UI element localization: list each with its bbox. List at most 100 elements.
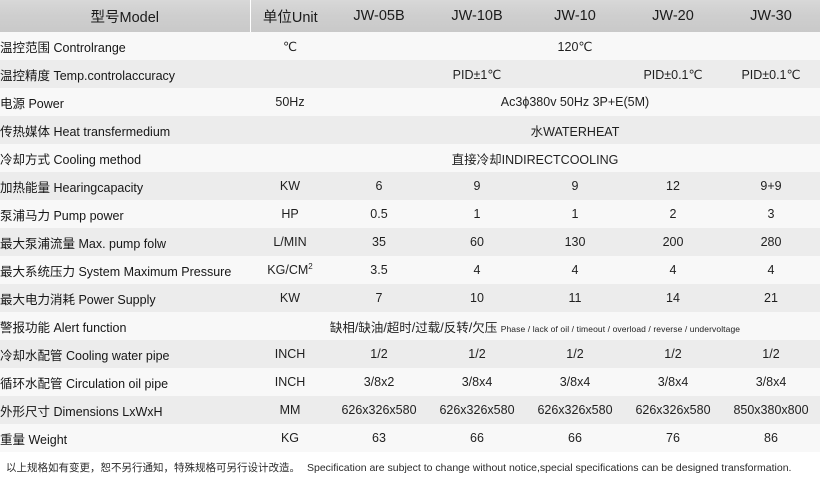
row-value: 86 xyxy=(722,424,820,452)
table-row: 温控范围 Controlrange ℃ 120℃ xyxy=(0,32,820,60)
header-model-jw05b: JW-05B xyxy=(330,0,428,32)
row-group-value: PID±1℃ xyxy=(330,60,624,88)
table-row: 温控精度 Temp.controlaccuracy PID±1℃ PID±0.1℃ P… xyxy=(0,60,820,88)
row-unit: KG xyxy=(250,424,330,452)
row-value: 626x326x580 xyxy=(330,396,428,424)
table-row: 外形尺寸 Dimensions LxWxH MM 626x326x580 626x32… xyxy=(0,396,820,424)
row-value: 1 xyxy=(428,200,526,228)
row-value: 10 xyxy=(428,284,526,312)
alert-text-cn: 缺相/缺油/超时/过载/反转/欠压 xyxy=(329,320,498,335)
row-label: 最大电力消耗 Power Supply xyxy=(0,284,250,312)
header-model-jw30: JW-30 xyxy=(722,0,820,32)
row-label: 泵浦马力 Pump power xyxy=(0,200,250,228)
row-label: 加热能量 Hearingcapacity xyxy=(0,172,250,200)
header-model: 型号Model xyxy=(0,0,251,32)
row-merged-value: 120℃ xyxy=(330,32,820,60)
table-header: 型号Model 单位Unit JW-05B JW-10B JW-10 JW-20… xyxy=(0,0,820,32)
row-label: 温控精度 Temp.controlaccuracy xyxy=(0,60,250,88)
table-row: 最大电力消耗 Power Supply KW 7 10 11 14 21 xyxy=(0,284,820,312)
row-label: 最大系统压力 System Maximum Pressure xyxy=(0,256,250,284)
header-model-jw10b: JW-10B xyxy=(428,0,526,32)
table-row: 警报功能 Alert function 缺相/缺油/超时/过载/反转/欠压 Pha… xyxy=(0,312,820,340)
row-value: 626x326x580 xyxy=(624,396,722,424)
table-body: 温控范围 Controlrange ℃ 120℃ 温控精度 Temp.controla… xyxy=(0,32,820,452)
specification-table: 型号Model 单位Unit JW-05B JW-10B JW-10 JW-20… xyxy=(0,0,820,452)
table-row: 重量 Weight KG 63 66 66 76 86 xyxy=(0,424,820,452)
row-value: 11 xyxy=(526,284,624,312)
row-value: 66 xyxy=(526,424,624,452)
footer-note-en: Specification are subject to change with… xyxy=(307,462,792,474)
row-value: 4 xyxy=(526,256,624,284)
table-row: 泵浦马力 Pump power HP 0.5 1 1 2 3 xyxy=(0,200,820,228)
footer-note: 以上规格如有变更，恕不另行通知，特殊规格可另行设计改造。 Specificatio… xyxy=(0,460,820,475)
row-value: 7 xyxy=(330,284,428,312)
table-row: 最大泵浦流量 Max. pump folw L/MIN 35 60 130 200 280 xyxy=(0,228,820,256)
header-unit: 单位Unit xyxy=(250,0,330,32)
row-value: 35 xyxy=(330,228,428,256)
row-value: 1/2 xyxy=(722,340,820,368)
row-unit: L/MIN xyxy=(250,228,330,256)
row-unit: KG/CM2 xyxy=(250,256,330,284)
row-unit xyxy=(250,116,330,144)
row-value: 3/8x2 xyxy=(330,368,428,396)
row-label: 循环水配管 Circulation oil pipe xyxy=(0,368,250,396)
row-value: PID±0.1℃ xyxy=(624,60,722,88)
row-label: 外形尺寸 Dimensions LxWxH xyxy=(0,396,250,424)
row-value: 3/8x4 xyxy=(722,368,820,396)
row-value: 2 xyxy=(624,200,722,228)
row-value: 1/2 xyxy=(428,340,526,368)
row-value: 280 xyxy=(722,228,820,256)
row-unit: HP xyxy=(250,200,330,228)
row-merged-value: Ac3ϕ380v 50Hz 3P+E(5M) xyxy=(330,88,820,116)
row-value: 9+9 xyxy=(722,172,820,200)
row-value: 76 xyxy=(624,424,722,452)
row-label: 电源 Power xyxy=(0,88,250,116)
row-unit: 50Hz xyxy=(250,88,330,116)
table-row: 冷却水配管 Cooling water pipe INCH 1/2 1/2 1/2 1/2… xyxy=(0,340,820,368)
row-unit: KW xyxy=(250,284,330,312)
row-value: 3/8x4 xyxy=(624,368,722,396)
row-value: 3/8x4 xyxy=(428,368,526,396)
row-value: 12 xyxy=(624,172,722,200)
header-model-jw20: JW-20 xyxy=(624,0,722,32)
row-label: 最大泵浦流量 Max. pump folw xyxy=(0,228,250,256)
footer-note-cn: 以上规格如有变更，恕不另行通知，特殊规格可另行设计改造。 xyxy=(6,462,300,474)
row-value: 4 xyxy=(428,256,526,284)
row-value: 200 xyxy=(624,228,722,256)
row-value: 4 xyxy=(722,256,820,284)
row-value: 1 xyxy=(526,200,624,228)
row-value: 850x380x800 xyxy=(722,396,820,424)
row-label: 警报功能 Alert function xyxy=(0,312,250,340)
row-unit: MM xyxy=(250,396,330,424)
row-unit: INCH xyxy=(250,368,330,396)
row-label: 重量 Weight xyxy=(0,424,250,452)
table-row: 传热媒体 Heat transfermedium 水WATERHEAT xyxy=(0,116,820,144)
unit-text: KG/CM xyxy=(267,263,309,277)
row-value: 0.5 xyxy=(330,200,428,228)
row-merged-value: 水WATERHEAT xyxy=(330,116,820,144)
row-value: 60 xyxy=(428,228,526,256)
table-row: 加热能量 Hearingcapacity KW 6 9 9 12 9+9 xyxy=(0,172,820,200)
row-value: 4 xyxy=(624,256,722,284)
row-unit: INCH xyxy=(250,340,330,368)
row-merged-value: 直接冷却INDIRECTCOOLING xyxy=(250,144,820,172)
row-value: 9 xyxy=(428,172,526,200)
unit-superscript: 2 xyxy=(308,261,313,271)
table-row: 电源 Power 50Hz Ac3ϕ380v 50Hz 3P+E(5M) xyxy=(0,88,820,116)
row-value: 130 xyxy=(526,228,624,256)
row-value: 3 xyxy=(722,200,820,228)
row-value: 1/2 xyxy=(526,340,624,368)
header-row: 型号Model 单位Unit JW-05B JW-10B JW-10 JW-20… xyxy=(0,0,820,32)
row-value: 3.5 xyxy=(330,256,428,284)
row-value: 66 xyxy=(428,424,526,452)
table-row: 循环水配管 Circulation oil pipe INCH 3/8x2 3/8x4… xyxy=(0,368,820,396)
row-value: 9 xyxy=(526,172,624,200)
row-label: 传热媒体 Heat transfermedium xyxy=(0,116,250,144)
row-value: 1/2 xyxy=(330,340,428,368)
row-value: 6 xyxy=(330,172,428,200)
table-row: 最大系统压力 System Maximum Pressure KG/CM2 3.5 4… xyxy=(0,256,820,284)
row-value: 626x326x580 xyxy=(428,396,526,424)
header-model-jw10: JW-10 xyxy=(526,0,624,32)
row-label: 冷却方式 Cooling method xyxy=(0,144,250,172)
